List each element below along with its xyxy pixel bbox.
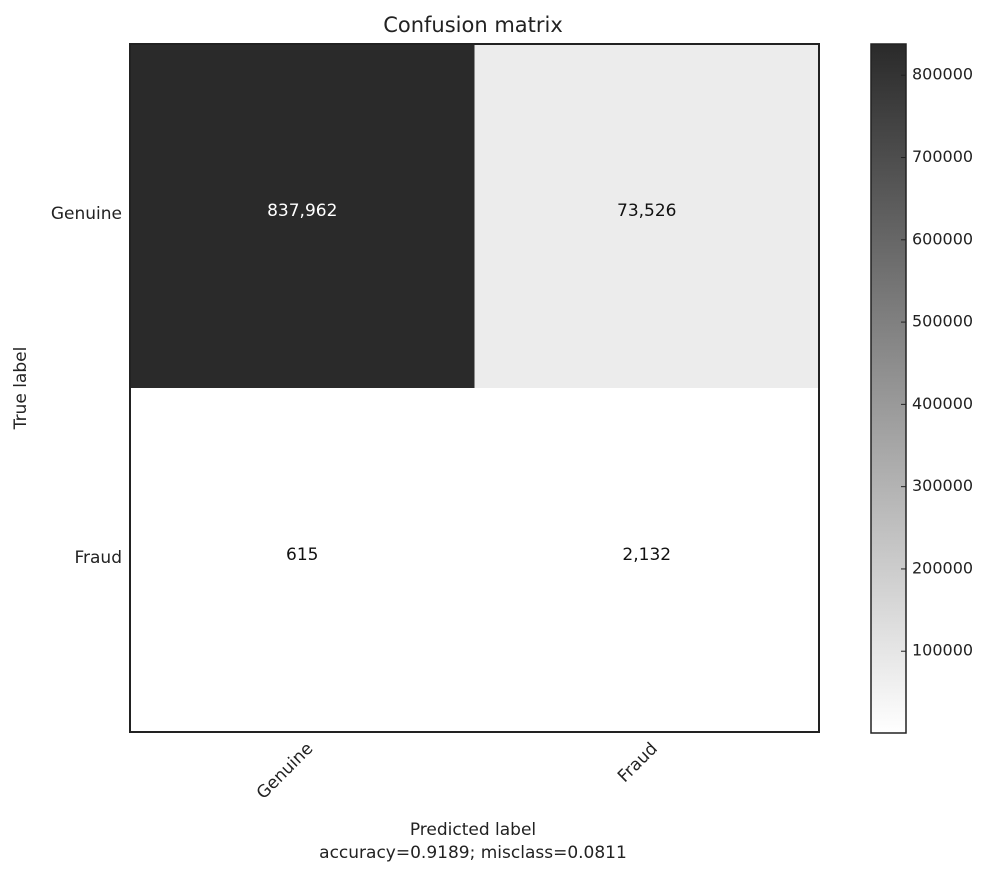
accuracy-summary: accuracy=0.9189; misclass=0.0811: [319, 843, 627, 863]
chart-title: Confusion matrix: [383, 13, 563, 37]
cell-value-label: 2,132: [622, 545, 671, 565]
heatmap-cell: [130, 388, 475, 732]
cell-value-label: 837,962: [267, 201, 337, 221]
x-tick-labels: Genuine Fraud: [253, 739, 662, 803]
heatmap-cells: 837,962 73,526 615 2,132: [130, 44, 819, 732]
plot-frame: [129, 43, 820, 733]
colorbar: [870, 43, 907, 734]
colorbar-tick-label: 600000: [912, 229, 973, 248]
x-axis-label: Predicted label: [410, 820, 536, 840]
cell-value-label: 73,526: [617, 201, 676, 221]
colorbar-tick-label: 500000: [912, 312, 973, 331]
colorbar-tick-label: 800000: [912, 65, 973, 84]
colorbar-ticks: 100000 200000 300000 400000 500000 600000 7000…: [901, 65, 973, 660]
cell-value-label: 615: [286, 545, 318, 565]
colorbar-tick-label: 700000: [912, 147, 973, 166]
y-tick-labels: Genuine Fraud: [51, 204, 122, 568]
y-axis-label: True label: [11, 347, 31, 431]
colorbar-tick-label: 200000: [912, 558, 973, 577]
y-tick-label: Genuine: [51, 204, 122, 224]
colorbar-tick-label: 400000: [912, 394, 973, 413]
y-tick-label: Fraud: [74, 548, 122, 568]
heatmap-cell: [130, 44, 475, 388]
heatmap-cell: [474, 388, 819, 732]
colorbar-tick-label: 100000: [912, 641, 973, 660]
colorbar-tick-label: 300000: [912, 476, 973, 495]
heatmap-cell: [474, 44, 819, 388]
x-tick-label: Fraud: [614, 739, 662, 787]
x-tick-label: Genuine: [253, 739, 317, 803]
